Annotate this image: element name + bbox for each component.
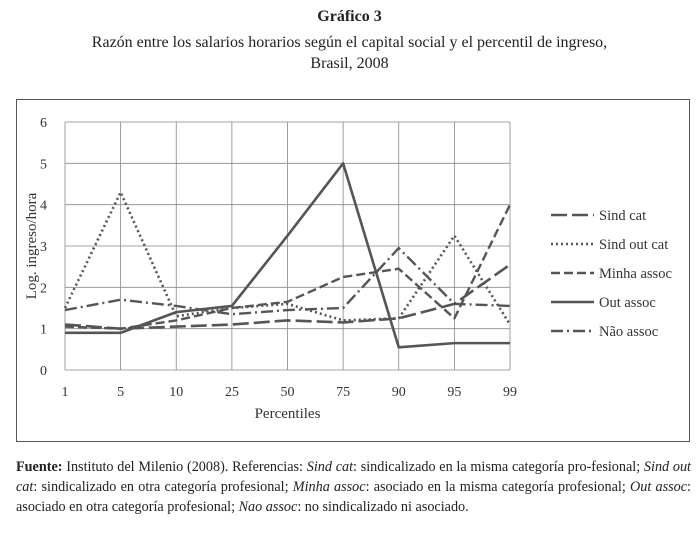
y-axis-title: Log. ingreso/hora (24, 192, 40, 299)
x-tick-label: 50 (281, 385, 295, 400)
y-tick-label: 0 (40, 364, 47, 379)
x-axis-title: Percentiles (255, 406, 321, 422)
ref-nao-assoc-def: : no sindicalizado ni asociado. (297, 499, 469, 515)
subtitle-line-1: Razón entre los salarios horarios según … (91, 34, 608, 51)
ref-out-assoc-term: Out assoc (630, 479, 688, 495)
y-tick-label: 6 (40, 116, 47, 131)
ref-sind-out-cat-def: : sindicalizado en otra categoría profes… (33, 479, 293, 495)
legend-label-sind-out-cat: Sind out cat (599, 237, 668, 253)
ref-minha-assoc-term: Minha assoc (292, 479, 366, 495)
x-tick-label: 75 (336, 385, 350, 400)
figure-subtitle: Razón entre los salarios horarios según … (0, 32, 699, 74)
x-tick-label: 99 (503, 385, 517, 400)
y-tick-label: 2 (40, 281, 47, 296)
legend-label-n-o-assoc: Não assoc (599, 324, 658, 340)
y-tick-label: 5 (40, 157, 47, 172)
ref-out-assoc-def: : asociado en otra categoría profesional… (16, 479, 691, 515)
ref-sind-out-cat-term: Sind out cat (16, 459, 691, 495)
ref-sind-cat-term: Sind cat (306, 459, 354, 475)
y-tick-label: 4 (40, 199, 47, 214)
source-text: Instituto del Milenio (2008). Referencia… (62, 459, 307, 475)
x-tick-label: 5 (117, 385, 124, 400)
source-label: Fuente: (16, 459, 63, 475)
legend-label-minha-assoc: Minha assoc (599, 266, 672, 282)
legend-label-out-assoc: Out assoc (599, 295, 656, 311)
ref-nao-assoc-term: Nao assoc (238, 499, 298, 515)
x-tick-label: 90 (392, 385, 406, 400)
subtitle-line-2: Brasil, 2008 (310, 55, 389, 72)
x-tick-label: 10 (169, 385, 183, 400)
y-tick-label: 3 (40, 240, 47, 255)
chart-frame (16, 99, 690, 442)
figure-footer: Fuente: Instituto del Milenio (2008). Re… (16, 457, 691, 517)
ref-sind-cat-def: : sindicalizado en la misma categoría pr… (353, 459, 644, 475)
legend-label-sind-cat: Sind cat (599, 208, 646, 224)
figure-number: Gráfico 3 (317, 8, 382, 25)
ref-minha-assoc-def: : asociado en la misma categoría profesi… (365, 479, 630, 495)
x-tick-label: 95 (447, 385, 461, 400)
y-tick-label: 1 (40, 323, 47, 338)
x-tick-label: 1 (62, 385, 69, 400)
x-tick-label: 25 (225, 385, 239, 400)
